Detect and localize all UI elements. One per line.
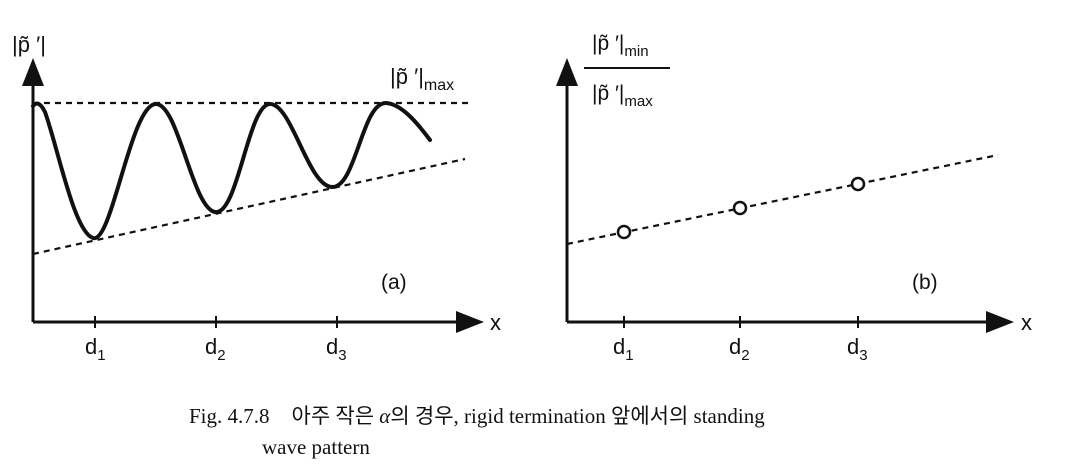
panel-a-standing-wave-curve — [31, 100, 432, 240]
panel-b-y-label-denominator: |p̃ ′|max — [592, 82, 653, 110]
panel-b-y-label-numerator: |p̃ ′|min — [592, 32, 649, 60]
panel-b-tick-label-d3: d3 — [847, 334, 868, 364]
panel-b-point-d3 — [850, 176, 866, 192]
panel-b-tick-label-d1: d1 — [613, 334, 634, 364]
panel-a-tick-label-d2: d2 — [205, 334, 226, 364]
panel-a-tick-label-d3: d3 — [326, 334, 347, 364]
panel-a: |p̃ ′| |p̃ ′|max (a) x d1 d2 d3 — [12, 32, 501, 364]
panel-a-x-arrow-icon — [456, 311, 484, 333]
panel-a-x-label: x — [490, 310, 501, 335]
caption-alpha-symbol: α — [379, 404, 391, 428]
panel-b-y-arrow-icon — [556, 58, 578, 86]
caption-line-2: wave pattern — [262, 435, 370, 459]
caption-text-start: 아주 작은 — [291, 404, 380, 428]
caption-line-1: Fig. 4.7.8 아주 작은 α의 경우, rigid termination… — [189, 400, 765, 430]
panel-b-ratio-line — [566, 153, 999, 246]
panel-b-tick-label-d2: d2 — [729, 334, 750, 364]
panel-b-point-d1 — [616, 224, 632, 240]
panel-a-tag: (a) — [381, 271, 407, 294]
panel-a-y-label: |p̃ ′| — [12, 32, 46, 57]
panel-b-x-arrow-icon — [986, 311, 1014, 333]
panel-b-x-label: x — [1021, 310, 1032, 335]
caption-text-end: 의 경우, rigid termination 앞에서의 standing — [390, 404, 765, 428]
panel-a-max-label: |p̃ ′|max — [390, 64, 454, 94]
figure-number: Fig. 4.7.8 — [189, 404, 270, 428]
panel-b: |p̃ ′|min |p̃ ′|max (b) x d1 d2 d3 — [556, 32, 1032, 364]
panel-b-tag: (b) — [912, 271, 938, 294]
panel-a-y-arrow-icon — [22, 58, 44, 86]
panel-a-min-envelope — [32, 157, 466, 256]
panel-a-tick-label-d1: d1 — [85, 334, 106, 364]
panel-b-point-d2 — [732, 200, 748, 216]
